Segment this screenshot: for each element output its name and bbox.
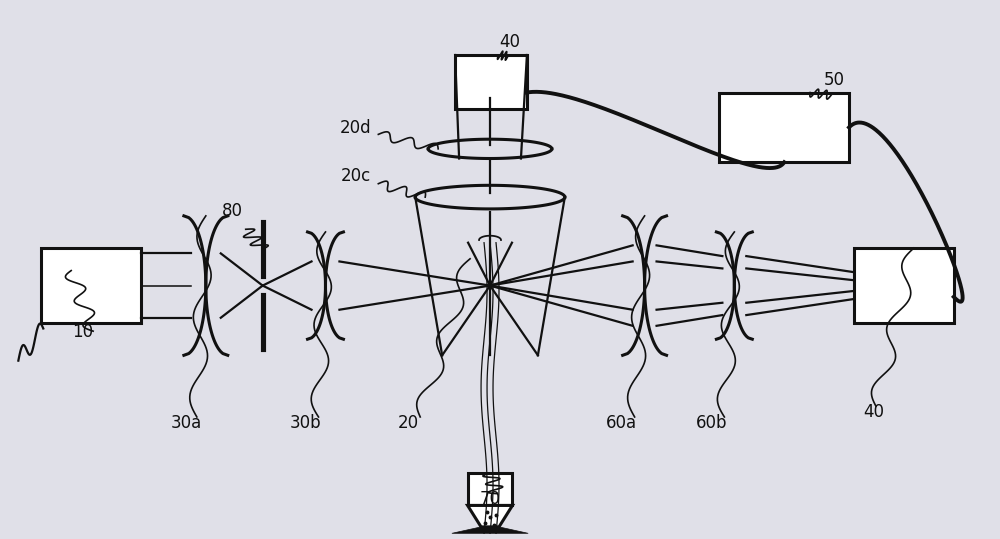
Text: 30b: 30b xyxy=(290,414,321,432)
FancyBboxPatch shape xyxy=(41,248,141,323)
Text: 40: 40 xyxy=(499,33,520,51)
Text: 70: 70 xyxy=(480,490,501,508)
Text: 60b: 60b xyxy=(696,414,727,432)
Text: 50: 50 xyxy=(824,71,845,88)
FancyBboxPatch shape xyxy=(455,55,527,109)
FancyBboxPatch shape xyxy=(854,248,954,323)
Text: 10: 10 xyxy=(73,322,94,341)
Text: 60a: 60a xyxy=(606,414,637,432)
Text: 20d: 20d xyxy=(340,119,371,137)
Polygon shape xyxy=(468,506,512,527)
Text: 20c: 20c xyxy=(340,167,371,185)
Text: 20: 20 xyxy=(398,414,419,432)
Text: 40: 40 xyxy=(863,403,884,421)
FancyBboxPatch shape xyxy=(468,473,512,506)
Text: 80: 80 xyxy=(222,202,243,220)
Text: 30a: 30a xyxy=(170,414,201,432)
FancyBboxPatch shape xyxy=(719,93,849,162)
Polygon shape xyxy=(452,527,528,533)
